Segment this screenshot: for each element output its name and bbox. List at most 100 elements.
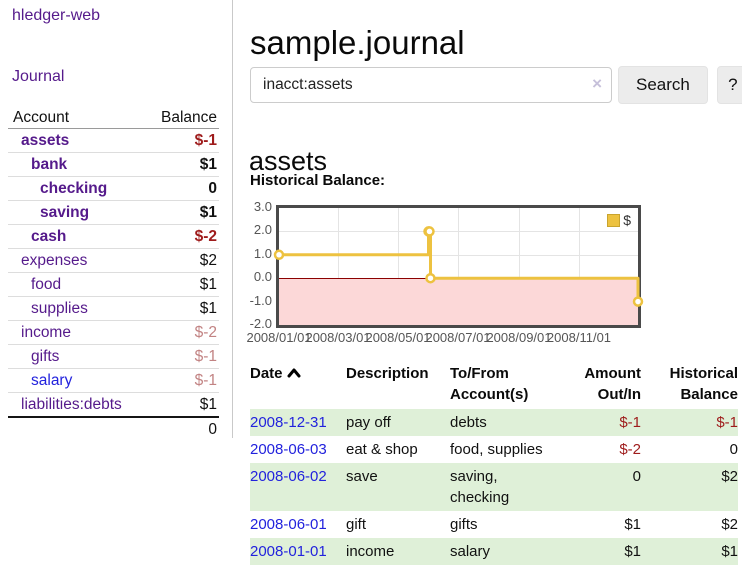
txn-amount: $1 [624,516,641,533]
x-axis-tick-label: 2008/11/01 [546,330,612,345]
account-column-header: Account [13,109,70,126]
register-row: 2008-12-31 pay off debts $-1 $-1 [250,409,738,436]
txn-balance: $1 [641,538,738,565]
sidebar-account-row: salary $-1 [8,369,219,393]
register-table: Date Description To/From Account(s) Amou… [250,362,738,565]
sidebar-item-journal[interactable]: Journal [12,68,65,85]
txn-balance: 0 [729,441,738,458]
gridline [279,255,638,256]
txn-accounts: salary [450,538,565,565]
brand-link[interactable]: hledger-web [12,7,101,24]
account-balance: $1 [199,203,217,221]
txn-description: save [346,463,450,511]
gridline [279,231,638,232]
data-point-marker [425,272,436,284]
data-point-marker [632,296,644,307]
account-link-liabilities-debts[interactable]: liabilities:debts [21,395,122,413]
account-link-supplies[interactable]: supplies [31,299,88,317]
column-header-accounts: To/From Account(s) [450,365,529,403]
x-axis-tick-label: 2008/03/01 [305,330,371,345]
account-link-assets[interactable]: assets [21,131,70,149]
txn-amount: $1 [565,538,641,565]
column-header-balance: Historical Balance [669,365,738,403]
legend-swatch [607,213,621,227]
account-balance: 0 [208,179,217,197]
account-balance: $-2 [194,227,217,245]
column-header-date[interactable]: Date [250,362,346,409]
clear-search-icon[interactable]: × [592,74,602,93]
gridline [458,208,459,325]
column-header-amount: Amount Out/In [584,365,641,403]
sidebar-account-row: bank $1 [8,153,219,177]
account-balance: $1 [199,155,217,173]
account-link-saving[interactable]: saving [40,203,90,221]
account-balance: $1 [199,275,217,293]
y-axis-tick-label: 0.0 [253,269,272,285]
y-axis-tick-label: 2.0 [253,222,272,238]
register-header-row: Date Description To/From Account(s) Amou… [250,362,738,409]
txn-accounts: food, supplies [450,441,543,458]
account-balance: $-1 [194,347,217,365]
balance-column-header: Balance [160,109,217,126]
negative-region [279,278,638,325]
search-form: × Search ? [250,66,742,104]
y-axis-tick-label: 1.0 [253,245,272,261]
account-link-checking[interactable]: checking [40,179,108,197]
historical-balance-chart: $3.0 2.0 1.0 0.0 -1.0 -2.0 2008/01/01 2008/03/0… [246,199,742,347]
txn-amount: 0 [565,463,641,511]
sidebar-account-row: assets $-1 [8,129,219,153]
account-balance: $-1 [194,371,217,389]
account-link-income[interactable]: income [21,323,71,341]
account-link-food[interactable]: food [31,275,62,293]
account-link-gifts[interactable]: gifts [31,347,60,365]
txn-description: pay off [346,409,450,436]
sidebar-account-row: saving $1 [8,201,219,225]
account-link-salary[interactable]: salary [31,371,73,389]
txn-accounts: saving, checking [450,463,565,511]
page-title: sample.journal [250,24,465,62]
gridline [579,208,580,325]
txn-date-link[interactable]: 2008-12-31 [250,414,327,431]
txn-date-link[interactable]: 2008-06-02 [250,468,327,485]
search-input[interactable] [250,67,612,103]
y-axis-tick-label: -2.0 [249,316,272,331]
register-row: 2008-01-01 income salary $1 $1 [250,538,738,565]
sidebar-account-row: checking 0 [8,177,219,201]
account-balance: $2 [199,251,217,269]
sidebar: hledger-web Journal Account Balance asse… [0,0,233,438]
account-link-cash[interactable]: cash [31,227,67,245]
txn-balance: $2 [641,463,738,511]
chart-legend: $ [605,211,633,229]
txn-date-link[interactable]: 2008-01-01 [250,543,327,560]
txn-description: gift [346,516,367,533]
account-tree: Account Balance assets $-1 bank $1 checking 0… [8,104,219,442]
txn-amount: $-1 [565,409,641,436]
account-tree-header: Account Balance [8,104,219,129]
txn-balance: $-1 [641,409,738,436]
x-axis-tick-label: 2008/07/01 [425,330,491,345]
y-axis-tick-label: 3.0 [253,199,272,214]
register-row: 2008-06-01 gift gifts $1 $2 [250,511,738,538]
sidebar-account-row: expenses $2 [8,249,219,273]
txn-description: eat & shop [346,441,418,458]
txn-date-link[interactable]: 2008-06-01 [250,516,327,533]
x-axis-tick-label: 2008/01/01 [246,330,312,345]
y-axis-tick-label: -1.0 [249,292,272,308]
txn-description: income [346,538,450,565]
account-link-bank[interactable]: bank [31,155,68,173]
sidebar-account-row: food $1 [8,273,219,297]
account-link-expenses[interactable]: expenses [21,251,88,269]
help-button[interactable]: ? [716,66,742,104]
sidebar-account-row: cash $-2 [8,225,219,249]
account-balance: $1 [199,395,217,413]
txn-date-link[interactable]: 2008-06-03 [250,441,327,458]
series-line [273,226,644,307]
register-row: 2008-06-02 save saving, checking 0 $2 [250,463,738,511]
account-balance: $-1 [194,131,217,149]
search-button[interactable]: Search [618,66,708,104]
gridline [519,208,520,325]
txn-amount: $-2 [619,441,641,458]
column-header-description: Description [346,365,429,382]
legend-label: $ [623,212,631,228]
x-axis-tick-label: 2008/05/01 [365,330,431,345]
